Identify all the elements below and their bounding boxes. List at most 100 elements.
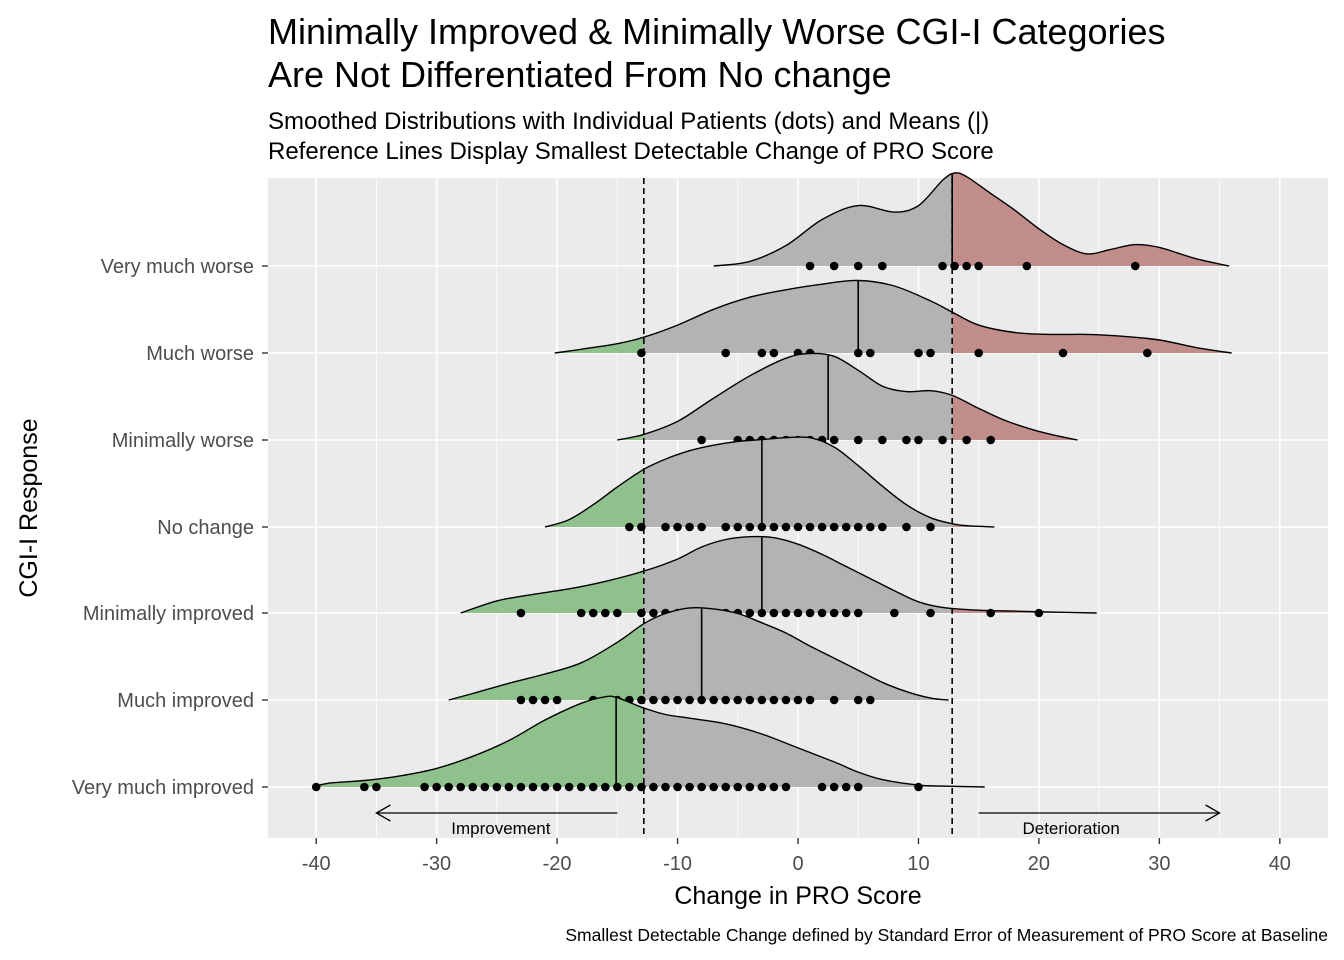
patient-point: [685, 695, 694, 705]
patient-point: [697, 695, 706, 705]
patient-point: [793, 608, 803, 618]
patient-point: [853, 261, 863, 271]
chart-title-line-1: Minimally Improved & Minimally Worse CGI…: [268, 11, 1166, 52]
patient-point: [962, 435, 971, 445]
patient-point: [516, 782, 526, 792]
chart-subtitle-line-2: Reference Lines Display Smallest Detecta…: [268, 138, 994, 165]
patient-point: [938, 261, 947, 271]
patient-point: [492, 782, 502, 792]
x-tick-label: 10: [907, 853, 929, 875]
patient-point: [817, 782, 827, 792]
patient-point: [649, 782, 658, 792]
density-outline: [544, 436, 995, 528]
patient-point: [793, 695, 803, 705]
arrow-head: [375, 804, 391, 822]
patient-point: [588, 608, 598, 618]
patient-point: [841, 608, 851, 618]
patient-point: [576, 782, 586, 792]
deterioration-arrow: [978, 804, 1221, 822]
patient-point: [697, 435, 706, 445]
patient-point: [588, 782, 598, 792]
patient-point: [360, 782, 369, 792]
patient-point: [709, 695, 718, 705]
patient-point: [733, 522, 743, 532]
improvement-arrow: [375, 804, 618, 822]
patient-point: [938, 435, 947, 445]
patient-point: [829, 782, 839, 792]
patient-point: [661, 695, 670, 705]
patient-point: [926, 522, 935, 532]
patient-point: [721, 522, 731, 532]
patient-point: [745, 522, 755, 532]
patient-point: [805, 695, 815, 705]
y-tick-label: No change: [157, 517, 254, 539]
patient-point: [878, 522, 887, 532]
patient-point: [865, 348, 875, 358]
patient-point: [757, 608, 767, 618]
patient-point: [757, 522, 767, 532]
patient-point: [805, 261, 815, 271]
patient-point: [769, 695, 779, 705]
patient-point: [576, 608, 586, 618]
patient-point: [914, 348, 923, 358]
patient-point: [697, 522, 706, 532]
x-tick-label: -40: [302, 853, 331, 875]
density-outline: [460, 535, 1097, 614]
patient-point: [625, 782, 634, 792]
patient-point: [721, 782, 731, 792]
patient-point: [829, 261, 839, 271]
patient-point: [564, 782, 574, 792]
patient-point: [673, 782, 682, 792]
patient-point: [878, 435, 887, 445]
chart-subtitle: Smoothed Distributions with Individual P…: [268, 107, 994, 167]
patient-point: [649, 695, 658, 705]
y-tick-label: Much worse: [146, 343, 254, 365]
patient-point: [926, 348, 935, 358]
patient-point: [420, 782, 429, 792]
patient-point: [769, 522, 779, 532]
patient-point: [962, 261, 971, 271]
patient-point: [673, 695, 682, 705]
patient-point: [974, 261, 983, 271]
patient-point: [769, 782, 779, 792]
patient-point: [745, 782, 755, 792]
patient-point: [853, 522, 863, 532]
patient-point: [516, 695, 526, 705]
patient-point: [829, 695, 839, 705]
patient-point: [540, 695, 550, 705]
patient-point: [914, 435, 923, 445]
patient-point: [793, 522, 803, 532]
patient-point: [914, 782, 923, 792]
patient-point: [986, 608, 996, 618]
patient-point: [841, 522, 851, 532]
density-outline: [312, 695, 985, 788]
y-tick-label: Very much worse: [101, 256, 254, 278]
patient-point: [685, 782, 694, 792]
patient-point: [552, 695, 562, 705]
patient-point: [1143, 348, 1152, 358]
patient-point: [673, 522, 682, 532]
density-outline: [448, 606, 949, 701]
patient-point: [878, 261, 887, 271]
patient-point: [853, 608, 863, 618]
patient-point: [721, 348, 731, 358]
x-axis-title: Change in PRO Score: [674, 882, 921, 910]
chart-subtitle-line-1: Smoothed Distributions with Individual P…: [268, 108, 990, 135]
patient-point: [757, 348, 767, 358]
patient-point: [552, 782, 562, 792]
patient-point: [829, 608, 839, 618]
patient-point: [528, 782, 538, 792]
patient-point: [685, 522, 694, 532]
patient-point: [540, 782, 550, 792]
patient-point: [528, 695, 538, 705]
x-tick-label: 40: [1269, 853, 1291, 875]
x-tick-label: -30: [422, 853, 451, 875]
density-outline: [713, 172, 1230, 267]
patient-point: [926, 608, 935, 618]
y-axis-title: CGI-I Response: [15, 418, 43, 597]
x-tick-label: -10: [663, 853, 692, 875]
patient-point: [661, 782, 670, 792]
patient-point: [853, 435, 863, 445]
patient-point: [372, 782, 381, 792]
